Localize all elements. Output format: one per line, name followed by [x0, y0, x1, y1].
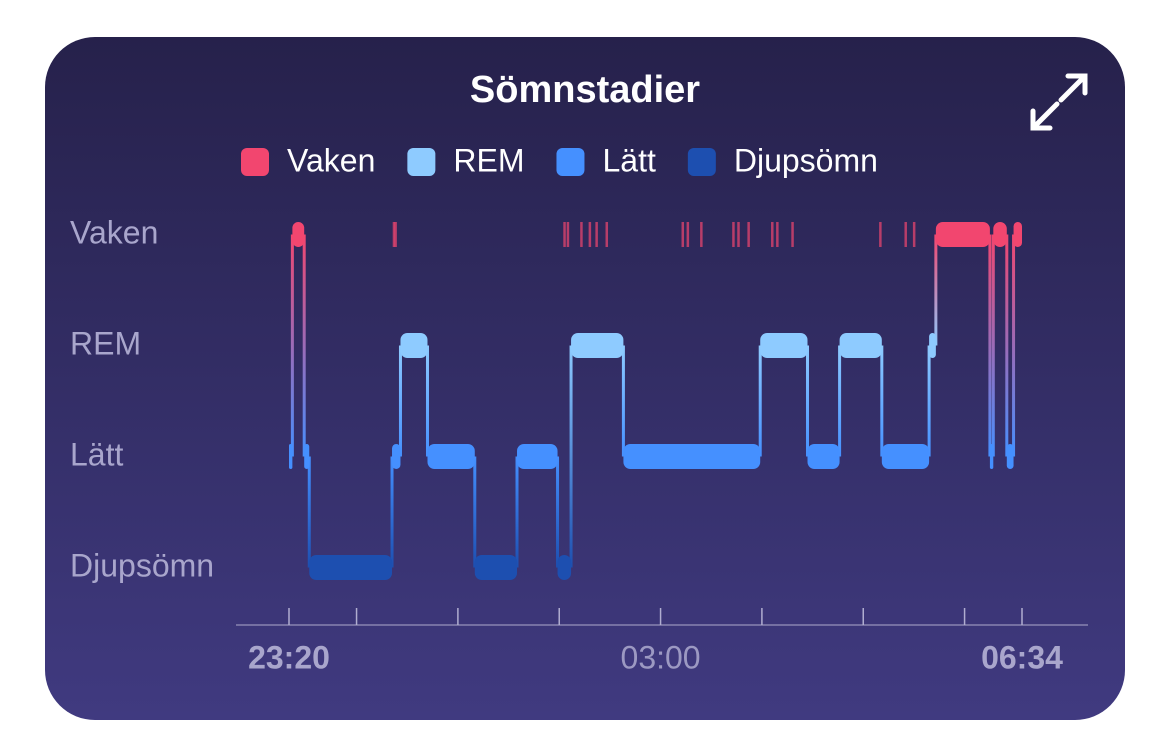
card — [45, 37, 1125, 720]
short-wake — [747, 222, 750, 247]
stage-segment — [929, 333, 936, 358]
short-wake — [392, 222, 396, 247]
short-wake — [595, 222, 598, 247]
expand-icon[interactable] — [1030, 73, 1088, 131]
legend-swatch — [687, 148, 716, 176]
transition — [390, 456, 394, 568]
short-wake — [737, 222, 740, 247]
short-wake — [580, 222, 583, 247]
stage-segment — [427, 444, 475, 469]
stage-segment — [474, 555, 518, 580]
transition — [425, 345, 429, 457]
short-wake — [904, 222, 907, 247]
short-wake — [700, 222, 703, 247]
legend-label: Vaken — [287, 142, 375, 178]
short-wake — [912, 222, 916, 247]
transition — [991, 234, 995, 457]
transition — [1012, 234, 1016, 457]
transition — [307, 456, 311, 568]
transition — [838, 345, 842, 457]
stage-segment — [935, 222, 990, 247]
stage-segment — [989, 444, 994, 469]
stage-segment — [1013, 222, 1022, 247]
transition — [988, 234, 992, 457]
stage-segment — [571, 333, 624, 358]
short-wake — [776, 222, 779, 247]
short-wake — [879, 222, 882, 247]
chart-title: Sömnstadier — [470, 69, 700, 111]
stage-segment — [557, 555, 572, 580]
legend-label: Lätt — [602, 142, 655, 178]
x-tick-label: 06:34 — [981, 639, 1063, 675]
short-wake — [394, 222, 397, 247]
stage-segment — [839, 333, 882, 358]
short-wake — [563, 222, 566, 247]
stage-segment — [807, 444, 840, 469]
y-tick-label: REM — [70, 325, 141, 361]
stage-segment — [289, 444, 293, 469]
stage-segment — [1006, 444, 1014, 469]
stage-segment — [400, 333, 428, 358]
short-wake — [681, 222, 685, 247]
transition — [1005, 234, 1009, 457]
short-wake — [588, 222, 592, 247]
transition — [398, 345, 402, 457]
legend-swatch — [556, 148, 585, 176]
transition — [290, 234, 294, 457]
stage-segment — [309, 555, 393, 580]
stage-segment — [392, 444, 401, 469]
stage-segment — [993, 222, 1007, 247]
transition — [934, 234, 938, 346]
stage-segment — [760, 333, 808, 358]
legend-label: Djupsömn — [734, 142, 878, 178]
stage-segment — [304, 444, 310, 469]
legend-swatch — [241, 148, 269, 176]
transition — [927, 345, 931, 457]
transition — [302, 234, 306, 457]
transition — [806, 345, 810, 457]
short-wake — [732, 222, 735, 247]
legend-swatch — [407, 148, 436, 176]
stage-segment — [881, 444, 930, 469]
transition — [515, 456, 519, 568]
stage-segment — [292, 222, 305, 247]
legend-label: REM — [453, 142, 524, 178]
transition — [621, 345, 625, 457]
short-wake — [686, 222, 690, 247]
x-tick-label: 23:20 — [248, 639, 330, 675]
short-wake — [771, 222, 774, 247]
transition — [569, 345, 573, 568]
transition — [880, 345, 884, 457]
x-tick-label: 03:00 — [621, 639, 701, 675]
short-wake — [566, 222, 570, 247]
short-wake — [605, 222, 609, 247]
transition — [758, 345, 762, 457]
transition — [556, 456, 560, 568]
short-wake — [791, 222, 794, 247]
transition — [473, 456, 477, 568]
y-tick-label: Djupsömn — [70, 547, 214, 583]
stage-segment — [623, 444, 761, 469]
stage-segment — [517, 444, 558, 469]
y-tick-label: Vaken — [70, 214, 158, 250]
y-tick-label: Lätt — [70, 436, 123, 472]
